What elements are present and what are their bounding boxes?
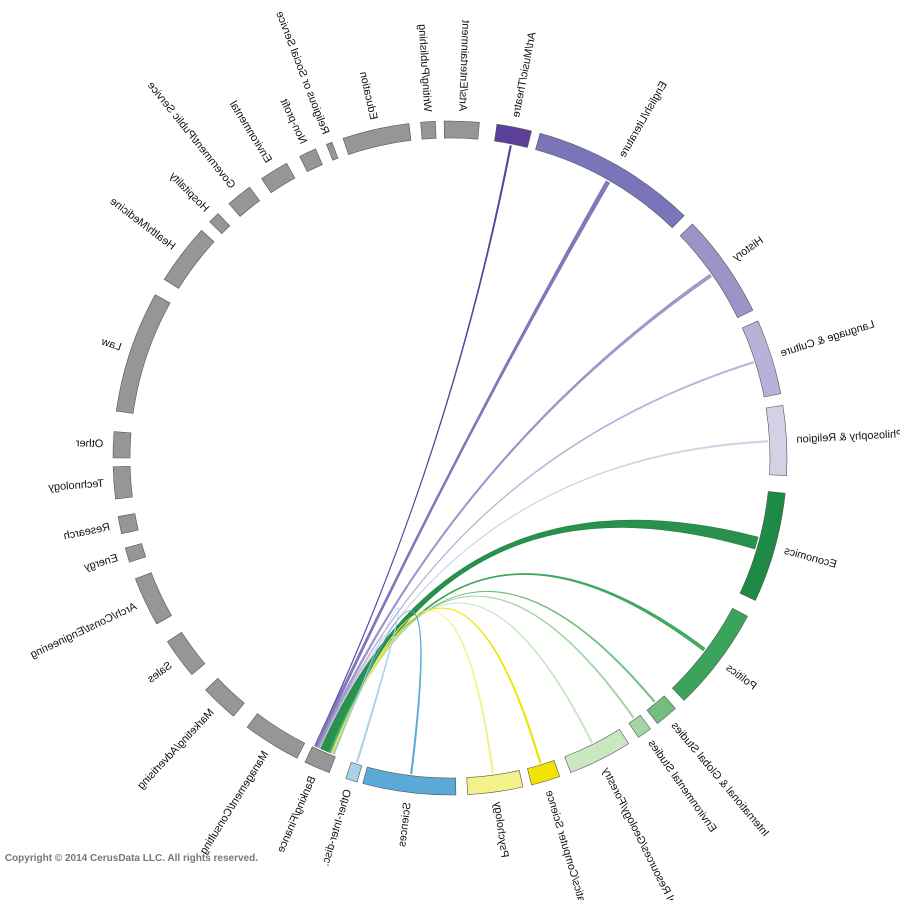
arc-hospitality xyxy=(209,213,231,235)
label-other-inter-disc: Other-Inter-disc. xyxy=(319,788,354,868)
label-sales: Sales xyxy=(145,660,175,686)
label-marketing-advertising: Marketing/Advertising xyxy=(135,707,216,792)
arc-management-consulting xyxy=(246,713,306,759)
arc-philosophy-religion xyxy=(765,404,788,476)
arc-other xyxy=(112,431,132,459)
label-health-medicine: Health/Medicine xyxy=(107,195,177,252)
label-energy: Energy xyxy=(82,552,119,574)
label-philosophy-religion: Philosophy & Religion xyxy=(796,428,900,446)
arc-education xyxy=(342,123,412,155)
arc-environmental-studies xyxy=(628,714,651,738)
ribbon-art-music-theatre xyxy=(314,145,512,747)
arc-health-medicine xyxy=(163,229,215,289)
arc-international-global-studies xyxy=(646,695,676,724)
arc-language-culture xyxy=(741,320,782,398)
label-mathematics-computer-science: Mathematics/Computer Science xyxy=(543,789,599,900)
arc-other-inter-disc xyxy=(345,761,363,783)
arc-sales xyxy=(166,631,206,676)
label-banking-finance: Banking/Finance xyxy=(275,774,318,854)
ribbon-other-inter-disc xyxy=(333,607,399,763)
label-religious-or-social-service: Religious or Social Service xyxy=(273,10,331,136)
arc-sciences xyxy=(362,766,457,796)
copyright-text: Copyright © 2014 CerusData LLC. All righ… xyxy=(5,853,258,864)
arc-religious-or-social-service xyxy=(326,141,339,161)
arc-banking-finance xyxy=(304,746,336,774)
label-education: Education xyxy=(357,70,380,120)
label-layer: Art/Music/Theatre English/Literature Histo… xyxy=(28,10,900,900)
label-government-public-service: Government/Public Service xyxy=(145,80,238,191)
ribbon-english-literature xyxy=(314,180,611,748)
arc-research xyxy=(117,513,139,535)
arc-arts-entertainment xyxy=(443,120,480,140)
label-writing-publishing: Writing/Publishing xyxy=(416,24,434,112)
label-other: Other xyxy=(75,437,103,450)
label-history: History xyxy=(730,234,765,264)
label-environmental-studies: Environmental Studies xyxy=(645,737,719,834)
arc-politics xyxy=(671,607,748,701)
label-environmental: Environmental xyxy=(227,99,274,165)
arc-law xyxy=(115,294,171,414)
label-hospitality: Hospitality xyxy=(167,170,211,215)
label-management-consulting: Management/Consulting xyxy=(198,749,271,856)
ribbon-layer xyxy=(314,145,769,775)
label-research: Research xyxy=(63,521,112,542)
label-technology: Technology xyxy=(48,478,105,494)
arc-economics xyxy=(739,491,786,601)
arc-non-profit xyxy=(299,148,323,173)
label-art-music-theatre: Art/Music/Theatre xyxy=(510,31,538,119)
arc-mathematics-computer-science xyxy=(527,760,561,786)
arc-government-public-service xyxy=(228,186,261,217)
arc-art-music-theatre xyxy=(494,123,532,148)
label-non-profit: Non-profit xyxy=(278,97,309,146)
arc-energy xyxy=(124,543,147,563)
arc-environmental xyxy=(261,162,296,194)
label-psychology: Psychology xyxy=(491,801,511,859)
label-law: Law xyxy=(100,336,123,354)
arc-english-literature xyxy=(535,132,685,229)
label-economics: Economics xyxy=(782,545,838,571)
ribbon-history xyxy=(316,273,712,749)
label-arts-entertainment: Arts/Entertainment xyxy=(456,20,471,111)
arc-psychology xyxy=(466,770,524,795)
ribbon-natural-resources-geology-forestry xyxy=(331,602,594,754)
label-politics: Politics xyxy=(723,662,758,693)
arc-technology xyxy=(112,466,133,500)
arc-writing-publishing xyxy=(420,121,437,140)
label-language-culture: Language & Culture xyxy=(779,318,876,359)
label-english-literature: English/Literature xyxy=(617,79,670,159)
arc-history xyxy=(679,223,754,319)
arc-marketing-advertising xyxy=(205,677,245,717)
arc-layer xyxy=(112,120,788,796)
arc-arch-const-engineering xyxy=(134,572,172,625)
label-arch-const-engineering: Arch/Const/Engineering xyxy=(28,601,138,661)
label-sciences: Sciences xyxy=(396,802,413,848)
arc-natural-resources-geology-forestry xyxy=(564,728,629,774)
